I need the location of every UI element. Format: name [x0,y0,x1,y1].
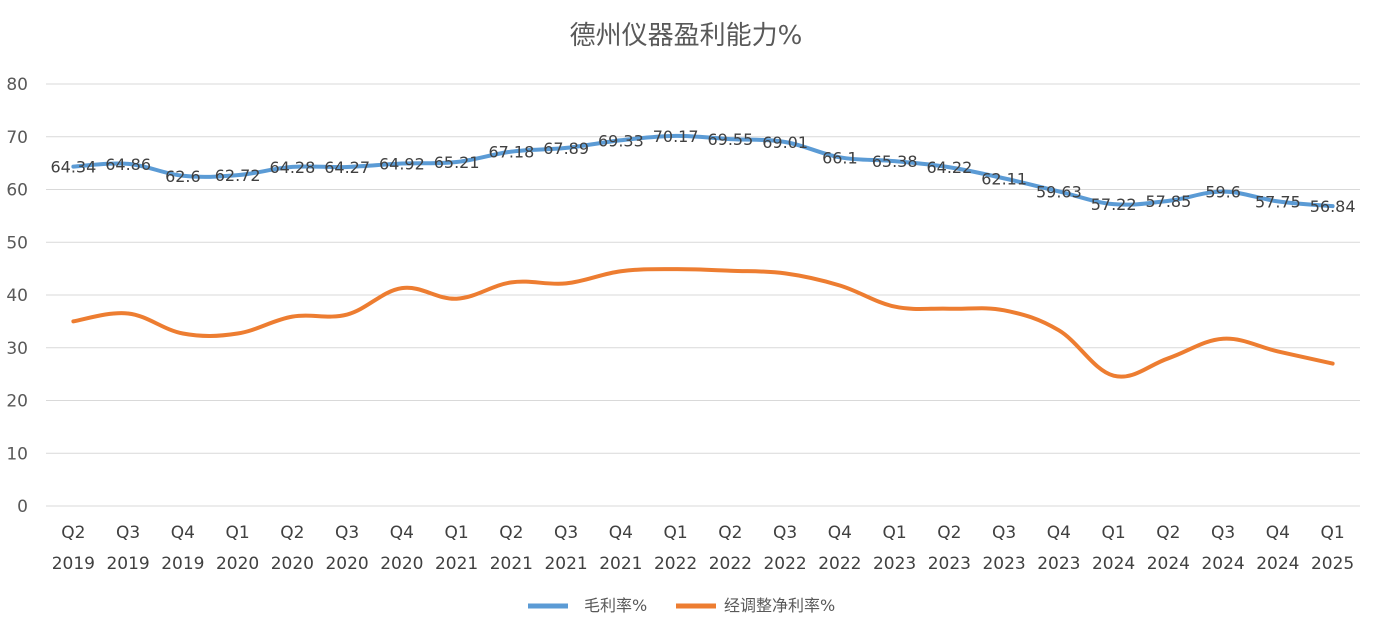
x-tick-label-year: 2021 [599,554,642,574]
gridlines [46,83,1360,507]
x-tick-label-year: 2020 [325,554,368,574]
y-tick-label: 40 [6,286,28,306]
data-label: 57.22 [1091,195,1137,214]
series-lines [71,133,1335,379]
data-label: 64.86 [105,155,151,174]
data-label: 62.6 [165,167,201,186]
data-label: 64.34 [50,158,96,177]
x-tick-label-year: 2025 [1311,554,1354,574]
data-label: 62.11 [981,169,1027,188]
data-label: 64.92 [379,155,425,174]
x-tick-label-year: 2023 [1037,554,1080,574]
x-tick-label-year: 2019 [161,554,204,574]
data-label: 64.22 [926,158,972,177]
y-tick-label: 50 [6,233,28,253]
y-tick-label: 80 [6,75,28,95]
y-tick-label: 20 [6,392,28,412]
data-label: 57.85 [1145,192,1191,211]
x-tick-label-quarter: Q4 [171,523,195,543]
x-tick-label-year: 2021 [435,554,478,574]
legend: 毛利率% 经调整净利率% [528,596,835,615]
x-tick-label-year: 2024 [1256,554,1299,574]
x-tick-label-quarter: Q2 [499,523,523,543]
x-axis-ticks: Q2 2019 Q3 2019 Q4 2019 Q1 2020 Q2 2020 Q3 2020 Q4 20… [52,523,1355,574]
x-tick-label-year: 2019 [52,554,95,574]
x-tick-label-year: 2021 [490,554,533,574]
x-tick-label-year: 2024 [1092,554,1135,574]
x-tick-label-quarter: Q2 [61,523,85,543]
data-label: 67.89 [543,139,589,158]
x-tick-label-quarter: Q1 [1102,523,1126,543]
x-tick-label-year: 2022 [709,554,752,574]
x-tick-label-year: 2020 [380,554,423,574]
x-tick-label-quarter: Q4 [828,523,852,543]
x-tick-label-year: 2021 [544,554,587,574]
x-tick-label-quarter: Q3 [1211,523,1235,543]
x-tick-label-quarter: Q1 [226,523,250,543]
x-tick-label-quarter: Q1 [445,523,469,543]
y-tick-label: 10 [6,444,28,464]
data-label: 64.28 [269,158,315,177]
x-tick-label-quarter: Q4 [390,523,414,543]
x-tick-label-year: 2019 [106,554,149,574]
data-label: 67.18 [488,143,534,162]
x-tick-label-year: 2024 [1147,554,1190,574]
x-tick-label-year: 2024 [1201,554,1244,574]
data-label: 69.55 [707,130,753,149]
data-label: 66.1 [822,148,858,167]
x-tick-label-quarter: Q1 [664,523,688,543]
x-tick-label-quarter: Q2 [1156,523,1180,543]
x-tick-label-quarter: Q1 [1321,523,1345,543]
x-tick-label-quarter: Q2 [937,523,961,543]
x-tick-label-year: 2022 [763,554,806,574]
data-label: 65.21 [434,153,480,172]
data-label: 64.27 [324,158,370,177]
legend-label-gross-margin: 毛利率% [584,596,647,615]
data-label: 70.17 [653,127,699,146]
x-tick-label-year: 2020 [271,554,314,574]
x-tick-label-quarter: Q3 [335,523,359,543]
y-tick-label: 70 [6,128,28,148]
x-tick-label-quarter: Q4 [1047,523,1071,543]
x-tick-label-quarter: Q4 [609,523,633,543]
legend-label-adjusted-net-margin: 经调整净利率% [724,596,835,615]
x-tick-label-quarter: Q3 [773,523,797,543]
x-tick-label-quarter: Q2 [718,523,742,543]
x-tick-label-year: 2023 [928,554,971,574]
x-tick-label-year: 2022 [818,554,861,574]
data-label: 65.38 [872,152,918,171]
data-label: 69.33 [598,131,644,150]
data-labels: 64.34 64.86 62.6 62.72 64.28 64.27 64.92 65.21 6… [50,127,1355,216]
x-tick-label-year: 2020 [216,554,259,574]
y-axis-ticks: 0 10 20 30 40 50 60 70 80 [6,75,28,517]
data-label: 69.01 [762,133,808,152]
series-line-adjusted-net-margin [71,267,1335,379]
data-label: 56.84 [1310,197,1356,216]
data-label: 57.75 [1255,192,1301,211]
x-tick-label-quarter: Q2 [280,523,304,543]
x-tick-label-quarter: Q3 [992,523,1016,543]
y-tick-label: 30 [6,339,28,359]
data-label: 62.72 [215,166,261,185]
data-label: 59.6 [1205,183,1241,202]
x-tick-label-quarter: Q1 [883,523,907,543]
x-tick-label-year: 2023 [982,554,1025,574]
y-tick-label: 60 [6,181,28,201]
x-tick-label-quarter: Q3 [116,523,140,543]
chart-title: 德州仪器盈利能力% [570,21,803,51]
series-line-gross-margin [71,133,1335,209]
x-tick-label-year: 2022 [654,554,697,574]
data-label: 59.63 [1036,182,1082,201]
x-tick-label-quarter: Q4 [1266,523,1290,543]
y-tick-label: 0 [17,497,28,517]
x-tick-label-quarter: Q3 [554,523,578,543]
x-tick-label-year: 2023 [873,554,916,574]
